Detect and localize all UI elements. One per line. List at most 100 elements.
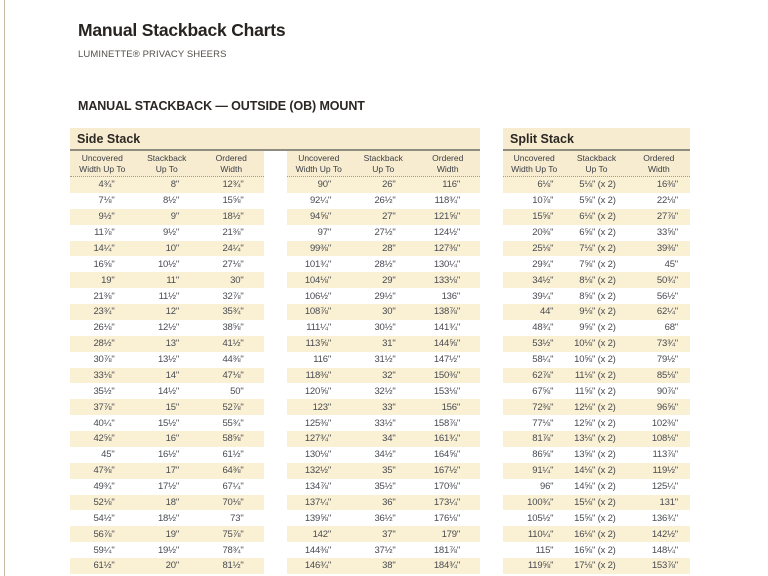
table-row: 30⅞" 13½" 44⅜" [70,352,264,368]
split-stack-table: Uncovered Width Up To Stackback Up To Ordere… [503,151,690,574]
table-cell: 90" [317,179,332,191]
table-cell: 29½" [374,290,396,302]
table-cell: 26½" [374,195,396,207]
table-cell: 10½" [157,258,179,270]
table-cell: 35½" [374,481,396,493]
table-cell: 100¾" [527,496,554,508]
table-cell: 36½" [374,512,396,524]
table-row: 115" 16⅝" (x 2) 148¼" [503,542,690,558]
table-cell: 9½" [98,211,115,223]
table-cell: 138⅞" [433,306,460,318]
table-cell: 27⅞" [656,211,678,223]
table-row: 40¼" 15½" 55¾" [70,415,264,431]
table-row: 28½" 13" 41½" [70,335,264,352]
table-cell: 121⅝" [433,211,460,223]
table-row: 106½" 29½" 136" [287,288,481,304]
table-cell: 36" [382,496,396,508]
table-row: 11⅞" 9½" 21⅜" [70,225,264,241]
table-cell: 55¾" [222,417,244,429]
table-cell: 35½" [93,385,115,397]
table-cell: 33⅛" [93,369,115,381]
table-cell: 37⅞" [93,401,115,413]
table-cell: 127⅜" [433,242,460,254]
table-row: 67⅝" 11⅝" (x 2) 90⅞" [503,383,690,399]
table-row: 72⅜" 12⅛" (x 2) 96⅝" [503,399,690,416]
table-row: 96" 14⅝" (x 2) 125¼" [503,479,690,495]
table-cell: 94⅝" [309,211,331,223]
table-row: 47⅜" 17" 64⅜" [70,462,264,479]
table-row: 144⅜" 37½" 181⅞" [287,542,481,558]
table-cell: 118¾" [434,195,461,207]
table-cell: 19" [101,274,115,286]
table-cell: 12" [165,306,180,318]
table-row: 100¾" 15⅛" (x 2) 131" [503,494,690,511]
table-header-cell: Uncovered Width Up To [511,153,558,174]
table-cell: 81⅞" [532,433,554,445]
table-cell: 72⅜" [532,401,554,413]
table-cell: 153⅛" [433,385,460,397]
table-row: 120⅝" 32½" 153⅛" [287,383,481,399]
table-cell: 13⅝" (x 2) [574,449,616,461]
table-cell: 30" [382,306,396,318]
table-row: 77⅛" 12⅝" (x 2) 102⅜" [503,415,690,431]
table-cell: 77⅛" [532,417,554,429]
table-cell: 39⅜" [656,242,678,254]
table-cell: 141¾" [433,322,460,334]
table-cell: 18" [165,496,180,508]
table-cell: 15½" [157,417,179,429]
table-cell: 16⅜" [656,179,678,191]
table-cell: 47⅛" [222,369,244,381]
table-cell: 11½" [158,290,180,302]
table-row: 125⅜" 33½" 158⅞" [287,415,481,431]
table-header-cell: Uncovered Width Up To [79,153,126,174]
table-cell: 7⅛" [98,195,115,207]
table-row: 7⅛" 8½" 15⅝" [70,193,264,209]
split-stack-title: Split Stack [503,128,690,151]
table-row: 81⅞" 13⅛" (x 2) 108⅛" [503,431,690,447]
table-cell: 130⅛" [304,449,331,461]
table-row: 142" 37" 179" [286,526,480,543]
table-cell: 30⅞" [93,354,115,366]
table-cell: 50" [230,385,244,397]
table-cell: 35" [382,465,396,477]
table-cell: 148¼" [651,544,678,556]
table-row: 25⅛" 7⅛" (x 2) 39⅜" [503,240,690,257]
table-header-cell: Ordered Width [643,153,675,174]
table-cell: 9⅛" (x 2) [579,306,616,318]
table-cell: 134⅞" [304,481,331,493]
table-cell: 144⅜" [304,544,331,556]
table-row: 58¼" 10⅝" (x 2) 79½" [503,352,690,368]
table-cell: 142" [312,528,332,540]
table-cell: 110¼" [527,528,554,540]
table-row: 39¼" 8⅝" (x 2) 56½" [503,288,690,304]
table-cell: 8⅝" (x 2) [579,290,616,302]
table-cell: 119½" [652,465,679,477]
table-cell: 53½" [532,338,554,350]
table-row: 54½" 18½" 73" [70,510,264,526]
table-row: 59¼" 19½" 78¾" [70,542,264,558]
table-header-cell: Ordered Width [432,153,464,174]
table-cell: 27½" [374,227,396,239]
table-cell: 13" [165,338,180,350]
table-cell: 10⅞" [532,195,554,207]
table-cell: 9⅝" (x 2) [579,322,616,334]
table-cell: 132½" [304,465,331,477]
table-cell: 5⅝" (x 2) [579,195,616,207]
table-cell: 34" [382,433,396,445]
table-cell: 17½" [157,481,179,493]
table-cell: 146¾" [304,560,331,572]
table-cell: 7⅝" (x 2) [579,258,616,270]
table-cell: 39¼" [532,290,554,302]
table-cell: 64⅜" [222,465,244,477]
table-cell: 6⅛" [537,179,554,191]
table-cell: 34½" [374,449,396,461]
table-cell: 29¾" [532,258,554,270]
table-cell: 150⅜" [433,369,460,381]
side-stack-title: Side Stack [70,128,480,151]
table-cell: 11⅞" [94,227,115,239]
table-row: 127¾" 34" 161¾" [286,431,480,447]
table-row: 90" 26" 116" [286,177,480,193]
table-cell: 16" [165,433,180,445]
table-cell: 47⅜" [93,465,115,477]
table-cell: 58⅝" [222,433,244,445]
